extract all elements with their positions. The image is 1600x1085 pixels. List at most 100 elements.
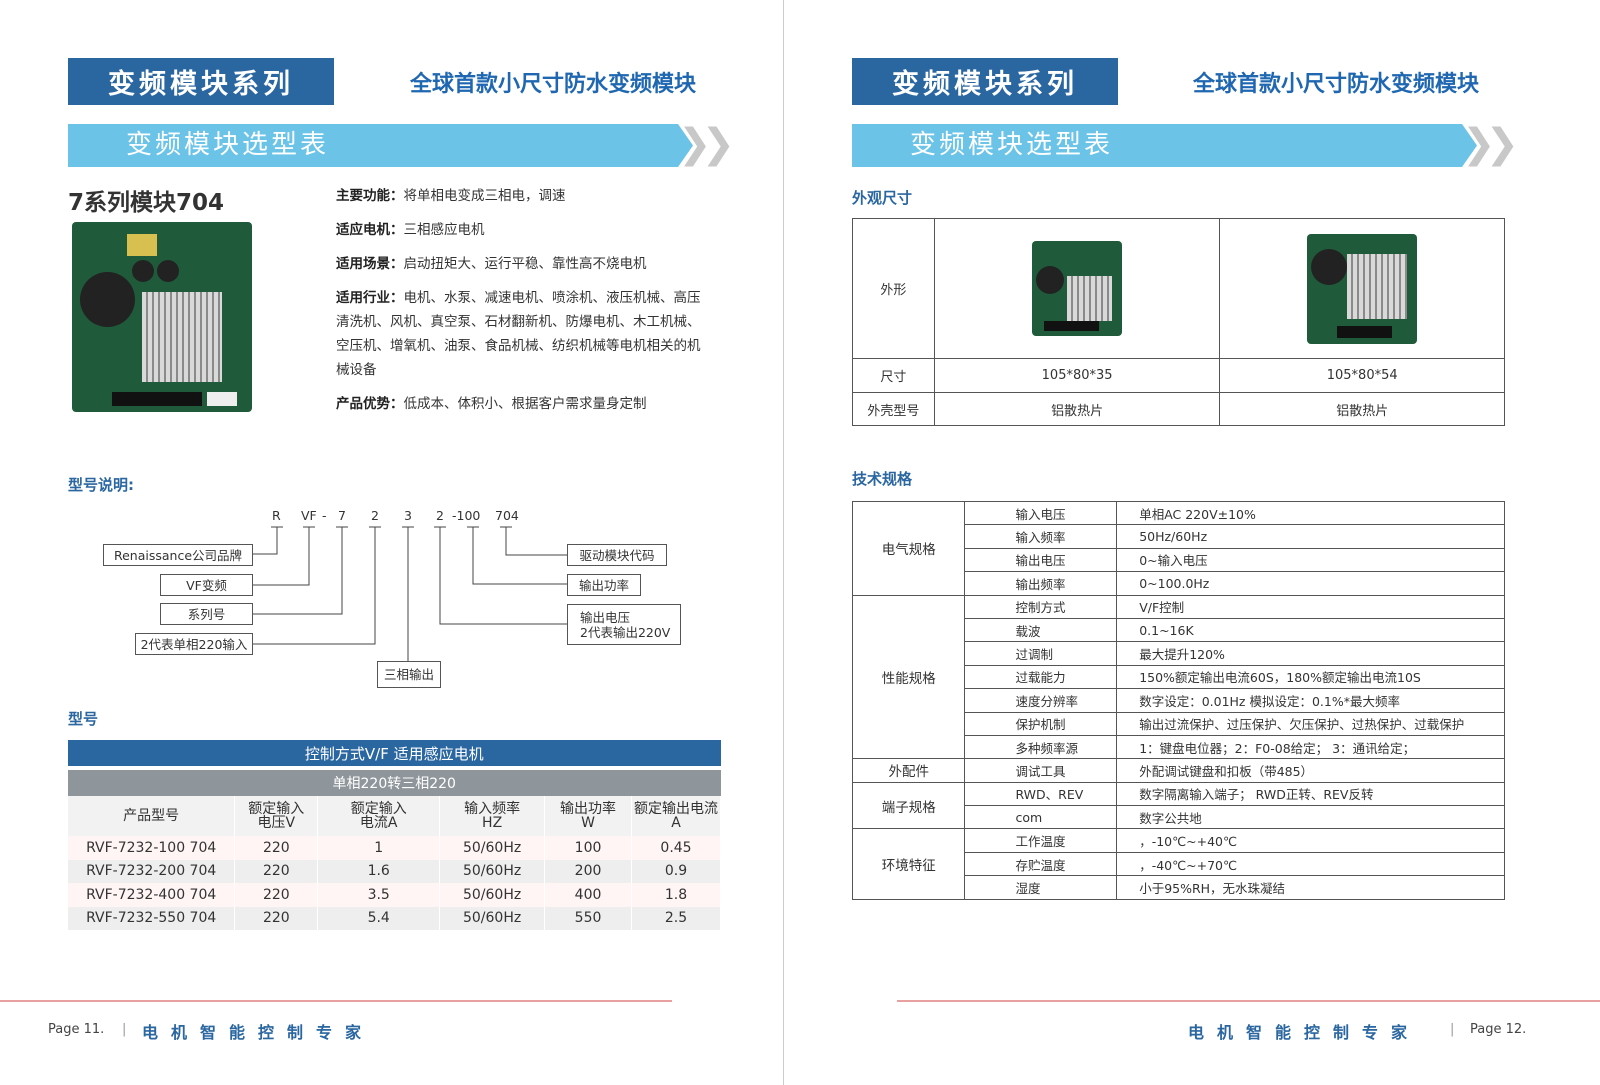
- spec-key: 过载能力: [964, 664, 1118, 690]
- series-title: 变频模块系列: [68, 58, 334, 105]
- spec-value: 1：键盘电位器；2：F0-08给定； 3：通讯给定；: [1116, 734, 1505, 760]
- spec-value: ，-10℃~+40℃: [1116, 828, 1505, 853]
- module-image-35: [933, 218, 1221, 359]
- spec-value: 最大提升120%: [1116, 641, 1505, 666]
- spec-value: ，-40℃~+70℃: [1116, 851, 1505, 877]
- size-label: 尺寸: [852, 358, 935, 393]
- footer-rule: [897, 1000, 1600, 1002]
- spec-value: 0.1~16K: [1116, 617, 1505, 643]
- table-row: RVF-7232-400 704 220 3.5 50/60Hz 400 1.8: [68, 883, 721, 907]
- model-desc-title: 型号说明:: [68, 476, 134, 494]
- col-header: 额定输入 电压V: [234, 796, 319, 836]
- spec-key: 过调制: [964, 641, 1118, 666]
- spec-row: 多种频率源 1：键盘电位器；2：F0-08给定； 3：通讯给定；: [853, 734, 1505, 760]
- label-driver: 驱动模块代码: [567, 544, 667, 566]
- spec-value: 外配调试键盘和扣板（带485）: [1116, 758, 1505, 783]
- code-input: 2: [371, 508, 379, 523]
- size-value: 105*80*35: [933, 358, 1221, 393]
- model-title: 型号: [68, 710, 99, 728]
- spec-row: 端子规格 RWD、REV 数字隔离输入端子； RWD正转、REV反转: [851, 781, 1505, 830]
- spec-row: 输出电压 0~输入电压: [853, 547, 1505, 573]
- spec-row: 过调制 最大提升120%: [853, 641, 1505, 666]
- feature-advantage: 产品优势：低成本、体积小、根据客户需求量身定制: [336, 396, 647, 412]
- housing-value: 铝散热片: [1219, 392, 1505, 426]
- footer-rule: [0, 1000, 672, 1002]
- spec-key: 控制方式: [964, 594, 1118, 619]
- module-image-54: [1219, 218, 1505, 359]
- table-row: RVF-7232-200 704 220 1.6 50/60Hz 200 0.9: [68, 859, 721, 883]
- spec-key: 保护机制: [964, 711, 1118, 736]
- spec-key: 输出频率: [964, 571, 1118, 596]
- housing-label: 外壳型号: [852, 392, 935, 426]
- spec-group: 性能规格: [851, 594, 966, 760]
- spec-row: 存贮温度 ，-40℃~+70℃: [853, 851, 1505, 877]
- label-phase: 三相输出: [377, 661, 441, 688]
- spec-key: 多种频率源: [964, 734, 1118, 760]
- spec-value: 小于95%RH，无水珠凝结: [1116, 875, 1505, 900]
- model-table: 控制方式V/F 适用感应电机 单相220转三相220 产品型号 额定输入 电压V …: [68, 740, 721, 930]
- spec-value: 0~100.0Hz: [1116, 571, 1505, 596]
- spec-row: 电气规格 输入电压 单相AC 220V±10%: [851, 500, 1505, 596]
- footer-motto: 电机智能控制专家: [1188, 1023, 1421, 1042]
- col-header: 额定输出电流 A: [631, 796, 721, 836]
- label-voltage: 输出电压 2代表输出220V: [567, 604, 681, 645]
- page-number: Page 12.: [1470, 1022, 1527, 1037]
- spec-key: com: [964, 805, 1118, 830]
- feature-industry: 适用行业：电机、水泵、减速电机、喷涂机、液压机械、高压清洗机、风机、真空泵、石材…: [336, 290, 701, 378]
- spec-key: 输入电压: [964, 500, 1118, 526]
- spec-row: 载波 0.1~16K: [853, 617, 1505, 643]
- spec-row: 保护机制 输出过流保护、过压保护、欠压保护、过热保护、过载保护: [853, 711, 1505, 736]
- code-vf: VF: [301, 508, 317, 523]
- code-series: 7: [338, 508, 346, 523]
- code-diagram-lines: [252, 526, 567, 661]
- footer-sep: |: [1450, 1022, 1455, 1037]
- feature-motor: 适应电机：三相感应电机: [336, 222, 485, 238]
- code-power: -100: [452, 508, 481, 523]
- spec-value: 0~输入电压: [1116, 547, 1505, 573]
- product-title: 7系列模块704: [68, 190, 225, 216]
- spec-key: 速度分辨率: [964, 688, 1118, 713]
- page-divider: [783, 0, 784, 1085]
- code-driver: 704: [495, 508, 519, 523]
- spec-value: 数字设定：0.01Hz 模拟设定：0.1%*最大频率: [1116, 688, 1505, 713]
- slogan: 全球首款小尺寸防水变频模块: [410, 72, 697, 97]
- spec-key: 工作温度: [964, 828, 1118, 853]
- spec-value: 输出过流保护、过压保护、欠压保护、过热保护、过载保护: [1116, 711, 1505, 736]
- table-row: RVF-7232-550 704 220 5.4 50/60Hz 550 2.5: [68, 906, 721, 930]
- spec-key: 载波: [964, 617, 1118, 643]
- page-number: Page 11.: [48, 1022, 105, 1037]
- spec-value: V/F控制: [1116, 594, 1505, 619]
- spec-row: 外配件 调试工具 外配调试键盘和扣板（带485）: [851, 758, 1505, 783]
- spec-value: 单相AC 220V±10%: [1116, 500, 1505, 526]
- label-series: 系列号: [160, 603, 253, 625]
- code-phase: 3: [404, 508, 412, 523]
- col-header: 产品型号: [68, 796, 236, 836]
- feature-main-function: 主要功能：将单相电变成三相电，调速: [336, 188, 566, 204]
- spec-row: 过载能力 150%额定输出电流60S，180%额定输出电流10S: [853, 664, 1505, 690]
- footer-motto: 电机智能控制专家: [142, 1023, 375, 1042]
- label-power: 输出功率: [567, 574, 641, 596]
- spec-value: 数字隔离输入端子； RWD正转、REV反转: [1116, 781, 1505, 807]
- size-value: 105*80*54: [1219, 358, 1505, 393]
- product-image: [72, 222, 252, 412]
- spec-row: 环境特征 工作温度 ，-10℃~+40℃: [851, 828, 1505, 900]
- code-dash: -: [322, 508, 327, 523]
- spec-key: 湿度: [964, 875, 1118, 900]
- spec-row: 输出频率 0~100.0Hz: [853, 571, 1505, 596]
- shape-label: 外形: [852, 218, 935, 359]
- spec-value: 数字公共地: [1116, 805, 1505, 830]
- chevron-icon: ❯❯: [1462, 121, 1519, 167]
- spec-group: 环境特征: [851, 828, 966, 900]
- section-banner: 变频模块选型表: [68, 124, 693, 167]
- col-header: 输入频率 HZ: [439, 796, 546, 836]
- spec-table: 电气规格 输入电压 单相AC 220V±10% 输入频率 50Hz/60Hz 输出电压 0~…: [851, 500, 1505, 900]
- spec-group: 外配件: [851, 758, 966, 783]
- slogan: 全球首款小尺寸防水变频模块: [1193, 72, 1480, 97]
- spec-title: 技术规格: [852, 470, 913, 488]
- spec-value: 150%额定输出电流60S，180%额定输出电流10S: [1116, 664, 1505, 690]
- spec-group: 端子规格: [851, 781, 966, 830]
- appearance-title: 外观尺寸: [852, 189, 913, 207]
- table-row: RVF-7232-100 704 220 1 50/60Hz 100 0.45: [68, 836, 721, 860]
- col-header: 额定输入 电流A: [317, 796, 441, 836]
- spec-row: 湿度 小于95%RH，无水珠凝结: [853, 875, 1505, 900]
